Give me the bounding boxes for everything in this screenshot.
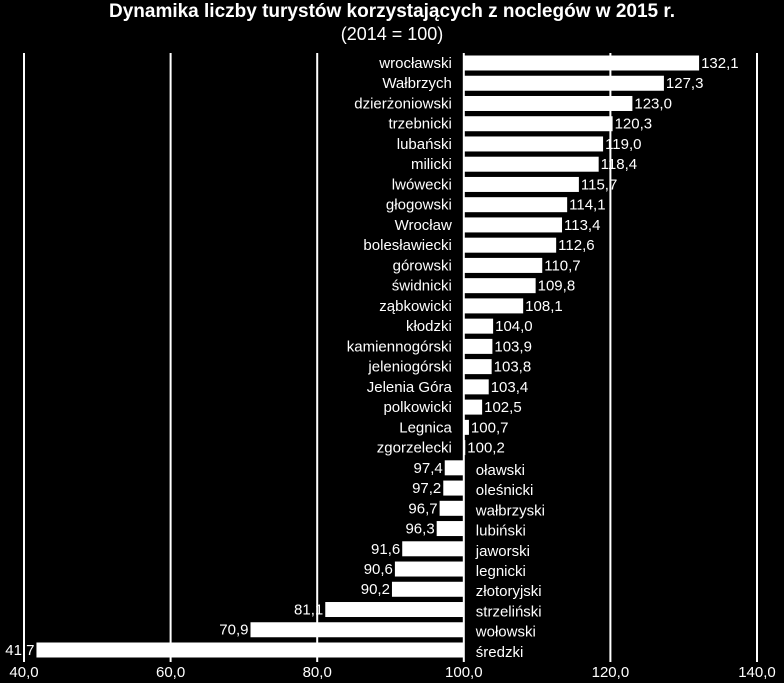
bar <box>250 622 464 638</box>
bar <box>463 318 494 334</box>
bar <box>463 55 700 71</box>
bar <box>443 480 464 496</box>
bar <box>402 541 464 557</box>
category-label: dzierżoniowski <box>354 95 452 112</box>
category-label: milicki <box>411 156 452 173</box>
category-label: górowski <box>393 257 452 274</box>
category-label: strzeliński <box>476 603 542 620</box>
bar <box>463 359 492 375</box>
bar <box>463 95 633 111</box>
bar <box>463 176 579 192</box>
category-label: złotoryjski <box>476 583 542 600</box>
value-label: 114,1 <box>569 197 605 214</box>
value-label: 41,7 <box>5 642 34 659</box>
category-label: oleśnicki <box>476 482 534 499</box>
value-label: 123,0 <box>634 95 672 112</box>
value-label: 96,3 <box>405 521 434 538</box>
category-label: Jelenia Góra <box>367 379 453 396</box>
value-label: 109,8 <box>538 278 576 295</box>
chart-subtitle: (2014 = 100) <box>341 24 444 44</box>
bar <box>463 419 469 435</box>
bar <box>463 156 599 172</box>
category-label: lwówecki <box>392 176 452 193</box>
bar <box>463 136 604 152</box>
bar <box>463 257 543 273</box>
value-label: 120,3 <box>615 116 653 133</box>
bar <box>463 278 536 294</box>
category-label: trzebnicki <box>388 116 451 133</box>
value-label: 132,1 <box>701 55 739 72</box>
bar <box>463 399 483 415</box>
value-label: 103,4 <box>491 379 529 396</box>
value-label: 90,6 <box>364 561 393 578</box>
category-label: Wrocław <box>395 217 452 234</box>
category-label: jaworski <box>475 543 530 560</box>
category-label: wołowski <box>475 624 536 641</box>
category-label: lubański <box>397 136 452 153</box>
category-label: bolesławiecki <box>363 237 451 254</box>
bar <box>394 561 464 577</box>
x-tick-label: 60,0 <box>156 664 185 681</box>
value-label: 103,9 <box>494 338 532 355</box>
value-label: 90,2 <box>361 581 390 598</box>
value-label: 118,4 <box>601 156 637 173</box>
x-tick-label: 80,0 <box>303 664 332 681</box>
bar <box>439 500 464 516</box>
category-label: ząbkowicki <box>379 298 452 315</box>
value-label: 110,7 <box>544 257 580 274</box>
value-label: 115,7 <box>581 176 617 193</box>
value-label: 91,6 <box>371 541 400 558</box>
bar <box>463 116 613 132</box>
category-label: głogowski <box>386 197 452 214</box>
bar <box>436 521 464 537</box>
x-tick-label: 100,0 <box>445 664 483 681</box>
bar <box>36 642 464 658</box>
category-label: Wałbrzych <box>382 75 451 92</box>
category-label: jeleniogórski <box>367 359 451 376</box>
value-label: 119,0 <box>605 136 641 153</box>
bar <box>463 298 524 314</box>
category-label: zgorzelecki <box>377 440 452 457</box>
x-tick-label: 120,0 <box>592 664 630 681</box>
value-label: 100,7 <box>471 419 509 436</box>
value-label: 113,4 <box>564 217 600 234</box>
chart-title: Dynamika liczby turystów korzystających … <box>109 1 675 22</box>
value-label: 112,6 <box>558 237 594 254</box>
value-label: 102,5 <box>484 399 522 416</box>
bar <box>463 338 493 354</box>
value-label: 81,1 <box>294 601 323 618</box>
category-label: wałbrzyski <box>475 502 545 519</box>
category-label: kłodzki <box>406 318 452 335</box>
x-tick-label: 140,0 <box>738 664 776 681</box>
value-label: 70,9 <box>219 622 248 639</box>
value-label: 103,8 <box>494 359 532 376</box>
bar <box>444 460 464 476</box>
category-label: kamiennogórski <box>347 338 452 355</box>
bar <box>325 602 464 618</box>
category-label: wrocławski <box>378 55 452 72</box>
bar <box>463 75 664 91</box>
bar <box>463 237 557 253</box>
bar <box>463 440 466 456</box>
bar <box>463 217 563 233</box>
bar <box>463 197 568 213</box>
value-label: 127,3 <box>666 75 704 92</box>
category-label: średzki <box>476 644 524 661</box>
value-label: 108,1 <box>525 298 563 315</box>
bar <box>391 581 464 597</box>
value-label: 96,7 <box>408 500 437 517</box>
category-label: świdnicki <box>392 278 452 295</box>
bar <box>463 379 489 395</box>
category-label: polkowicki <box>383 399 451 416</box>
x-tick-label: 40,0 <box>9 664 38 681</box>
value-label: 97,4 <box>414 460 443 477</box>
value-label: 100,2 <box>467 440 505 457</box>
category-label: legnicki <box>476 563 526 580</box>
category-label: Legnica <box>399 419 452 436</box>
category-label: oławski <box>476 462 525 479</box>
value-label: 104,0 <box>495 318 533 335</box>
category-label: lubiński <box>476 523 526 540</box>
value-label: 97,2 <box>412 480 441 497</box>
